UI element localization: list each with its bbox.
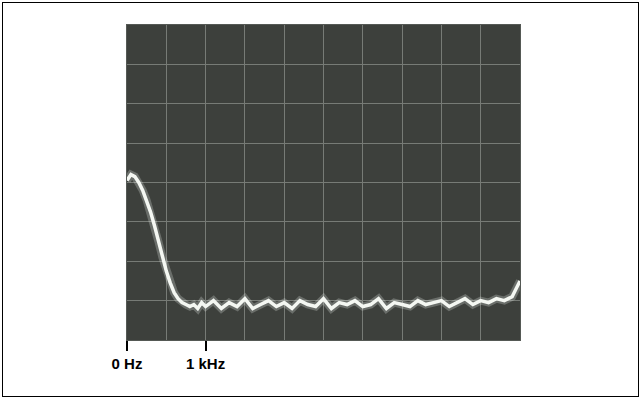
svg-text:1 kHz: 1 kHz xyxy=(186,355,225,372)
svg-text:0 Hz: 0 Hz xyxy=(112,355,143,372)
